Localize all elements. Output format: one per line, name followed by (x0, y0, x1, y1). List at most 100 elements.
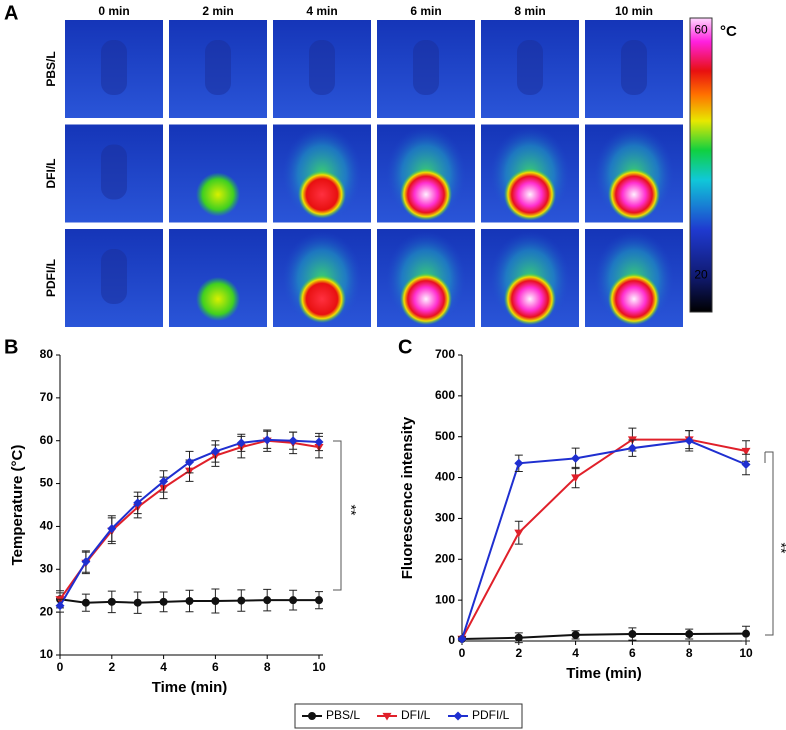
heat-spot (196, 172, 240, 217)
y-tick-label: 600 (435, 388, 455, 402)
point (514, 633, 523, 642)
heat-spot (196, 277, 240, 321)
heat-spot (298, 275, 346, 323)
x-tick-label: 6 (212, 660, 219, 674)
colorbar-unit: °C (720, 23, 737, 40)
point (514, 529, 524, 538)
panel-label: C (398, 336, 412, 358)
point (81, 598, 90, 607)
point (210, 446, 220, 456)
legend-box (294, 703, 523, 729)
point (159, 476, 169, 486)
y-tick-label: 0 (448, 633, 455, 647)
y-tick-label: 300 (435, 511, 455, 525)
point (453, 711, 463, 721)
heat-spot (608, 273, 660, 325)
x-tick-label: 2 (515, 646, 522, 660)
point (81, 557, 91, 567)
point (457, 634, 467, 644)
y-tick-label: 10 (40, 647, 54, 661)
point (514, 458, 524, 468)
tube-shadow (309, 40, 335, 95)
x-axis-label: Time (min) (566, 665, 642, 682)
column-label: 6 min (410, 4, 441, 18)
tube-shadow (517, 40, 543, 95)
point (571, 453, 581, 463)
point (382, 712, 392, 721)
point (571, 474, 581, 483)
significance: ** (773, 543, 786, 554)
series-line (461, 439, 747, 640)
colorbar-tick-label: 20 (694, 267, 708, 281)
heat-spot (298, 170, 346, 219)
point (107, 597, 116, 606)
point (133, 498, 143, 508)
x-tick-label: 0 (57, 660, 64, 674)
point (289, 596, 298, 605)
panel-label: A (4, 2, 18, 24)
heat-spot (504, 273, 556, 325)
legend-label: PBS/L (326, 708, 360, 722)
row-label: PDFI/L (44, 259, 58, 297)
significance: ** (343, 505, 359, 516)
y-tick-label: 400 (435, 470, 455, 484)
tube-shadow (621, 40, 647, 95)
y-tick-label: 500 (435, 429, 455, 443)
point (159, 597, 168, 606)
point (684, 436, 694, 446)
heat-spot (504, 168, 556, 221)
row-label: PBS/L (44, 51, 58, 86)
heat-spot (400, 168, 452, 221)
colorbar (689, 17, 713, 313)
y-axis-label: Fluorescence intensity (399, 416, 416, 579)
series-line (461, 438, 747, 640)
y-tick-label: 80 (40, 347, 54, 361)
point (185, 597, 194, 605)
y-tick-label: 60 (40, 433, 54, 447)
column-label: 8 min (514, 4, 545, 18)
y-tick-label: 700 (435, 347, 455, 361)
column-label: 2 min (202, 4, 233, 18)
heat-spot (400, 273, 452, 325)
point (236, 438, 246, 448)
row-label: DFI/L (44, 159, 58, 189)
point (288, 436, 298, 446)
point (237, 596, 246, 605)
y-axis-label: Temperature (°C) (9, 445, 26, 566)
point (741, 459, 751, 469)
bracket (333, 440, 342, 591)
y-tick-label: 50 (40, 476, 54, 490)
point (314, 437, 324, 447)
point (262, 435, 272, 445)
point (107, 524, 117, 534)
point (308, 712, 316, 720)
point (685, 630, 694, 639)
y-tick-label: 100 (435, 592, 455, 606)
series-line (461, 632, 747, 640)
tube-shadow (205, 40, 231, 95)
x-tick-label: 2 (108, 660, 115, 674)
column-label: 4 min (306, 4, 337, 18)
point (263, 596, 272, 605)
x-tick-label: 8 (686, 646, 693, 660)
point (185, 457, 194, 467)
legend-label: PDFI/L (472, 708, 510, 722)
point (315, 596, 323, 605)
heat-spot (608, 168, 660, 221)
x-tick-label: 0 (459, 646, 466, 660)
legend-label: DFI/L (401, 708, 431, 722)
panel-label: B (4, 336, 18, 358)
tube-shadow (101, 40, 127, 95)
x-tick-label: 10 (312, 660, 326, 674)
x-axis-label: Time (min) (152, 679, 228, 696)
y-tick-label: 200 (435, 551, 455, 565)
tube-shadow (413, 40, 439, 95)
point (628, 630, 637, 639)
tube-shadow (101, 249, 127, 304)
y-tick-label: 30 (40, 561, 54, 575)
y-tick-label: 40 (40, 519, 54, 533)
point (627, 443, 637, 453)
point (55, 601, 65, 611)
point (741, 447, 751, 456)
